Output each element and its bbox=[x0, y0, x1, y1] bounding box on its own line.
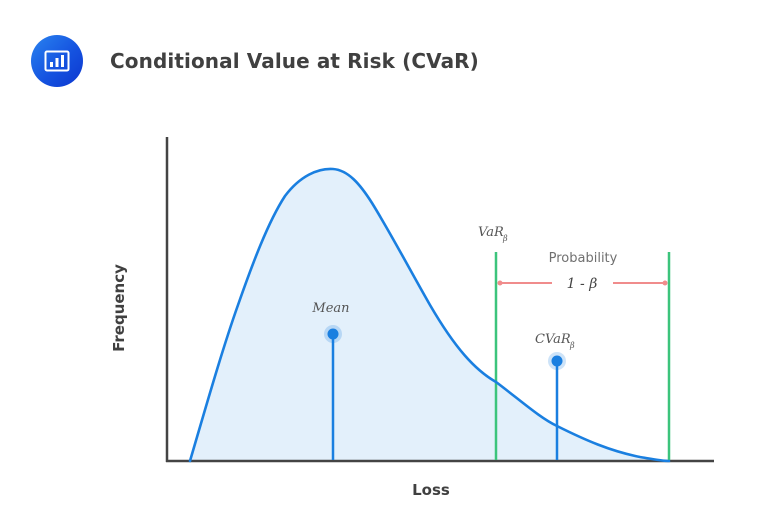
cvar-dot bbox=[551, 355, 563, 367]
probability-label: Probability bbox=[549, 251, 618, 266]
y-axis-label: Frequency bbox=[110, 264, 128, 352]
distribution-fill bbox=[190, 168, 669, 461]
cvar-label: CVaR bbox=[535, 332, 571, 347]
page-title: Conditional Value at Risk (CVaR) bbox=[110, 49, 479, 73]
mean-label: Mean bbox=[311, 301, 349, 316]
var-subscript: β bbox=[502, 234, 508, 243]
mean-dot bbox=[327, 328, 339, 340]
arrow-left-end bbox=[497, 280, 503, 286]
probability-value: 1 - β bbox=[567, 276, 598, 292]
x-axis-label: Loss bbox=[412, 481, 450, 499]
distribution-curve bbox=[188, 167, 671, 463]
arrow-right-end bbox=[662, 280, 668, 286]
bar-chart-icon bbox=[31, 35, 83, 87]
header: Conditional Value at Risk (CVaR) bbox=[31, 35, 479, 87]
cvar-subscript: β bbox=[569, 341, 575, 350]
var-label: VaR bbox=[478, 225, 504, 240]
